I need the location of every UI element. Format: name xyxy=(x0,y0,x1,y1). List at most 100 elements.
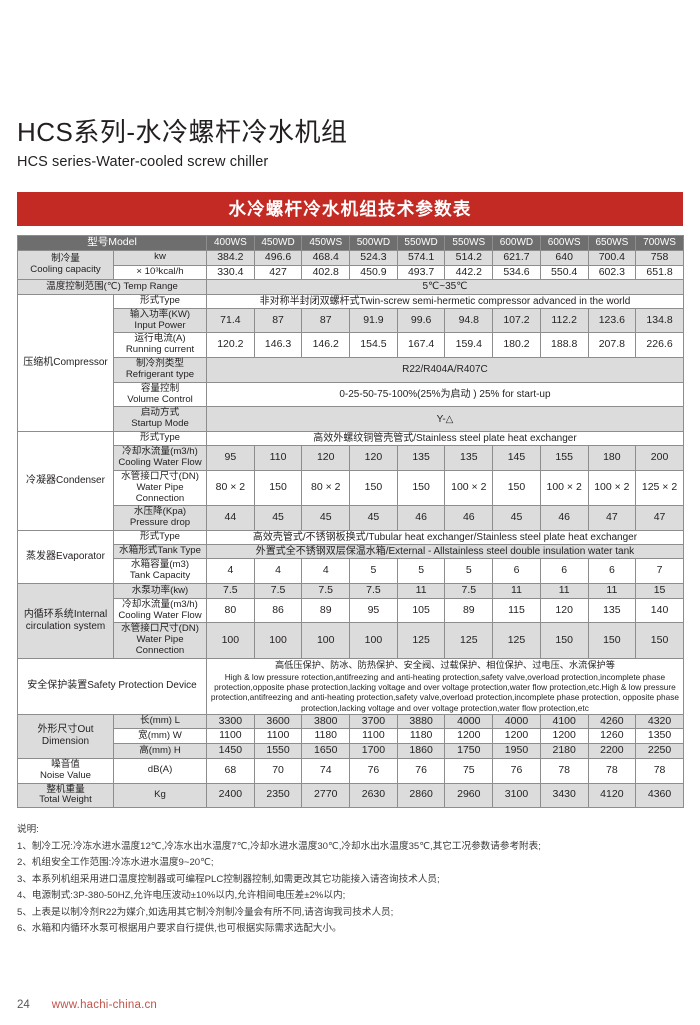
note-line: 6、水箱和内循环水泵可根据用户要求自行提供,也可根据实际需求选配大小。 xyxy=(17,923,342,935)
table-row: 冷却水流量(m3/h) Cooling Water Flow 80 86 89 95 105… xyxy=(17,597,684,624)
unit-label: kw xyxy=(112,249,208,266)
data-cell: 159.4 xyxy=(444,332,494,359)
data-cell: 100 × 2 xyxy=(587,469,637,507)
merged-value: 高效外螺纹铜管壳管式/Stainless steel plate heat ex… xyxy=(206,431,684,447)
section-label-en: Safety Protection Device xyxy=(87,680,197,692)
data-cell: 384.2 xyxy=(206,249,255,266)
specification-table-body: 型号Model 400WS 450WD 450WS 500WD 550WD 550WS 600… xyxy=(16,234,684,809)
data-cell: 6 xyxy=(587,558,637,585)
data-cell: 180 xyxy=(587,445,637,471)
data-cell: 45 xyxy=(349,505,398,532)
row-label-en: Cooling Water Flow xyxy=(118,609,202,621)
model-column-header: 550WD xyxy=(396,234,446,251)
data-cell: 107.2 xyxy=(492,307,541,334)
table-row: 容量控制 Volume Control 0-25-50-75-100%(25%为启动… xyxy=(17,381,684,408)
row-label: 冷却水流量(m3/h) Cooling Water Flow xyxy=(112,597,208,624)
row-label-zh: 水管接口尺寸(DN) xyxy=(121,470,199,482)
data-cell: 5 xyxy=(349,558,398,585)
model-column-header: 400WS xyxy=(206,234,255,251)
data-cell: 3800 xyxy=(301,713,351,730)
data-cell: 450.9 xyxy=(349,264,398,281)
data-cell: 150 xyxy=(349,469,398,507)
row-label: 水泵功率(kw) xyxy=(112,583,208,599)
data-cell: 11 xyxy=(492,583,541,599)
section-label-en: Noise Value xyxy=(39,769,92,781)
table-row: 蒸发器Evaporator 形式Type 高效壳管式/不锈钢板换式/Tubular … xyxy=(17,530,684,585)
section-label-en: Evaporator xyxy=(56,550,105,562)
data-cell: 1180 xyxy=(396,728,446,745)
row-label: 输入功率(KW) Input Power xyxy=(112,307,208,334)
merged-value: 5℃~35℃ xyxy=(206,279,684,295)
data-cell: 47 xyxy=(635,505,684,532)
row-label-zh: 运行电流(A) xyxy=(134,333,186,345)
notes-block: 说明: 1、制冷工况:冷冻水进水温度12℃,冷冻水出水温度7℃,冷却水进水温度3… xyxy=(17,822,683,938)
data-cell: 188.8 xyxy=(539,332,589,359)
data-cell: 3700 xyxy=(349,713,398,730)
row-label: 运行电流(A) Running current xyxy=(112,332,208,359)
row-label-zh: 水压降(Kpa) xyxy=(133,506,187,518)
data-cell: 120 xyxy=(349,445,398,471)
data-cell: 602.3 xyxy=(587,264,637,281)
table-header-row: 型号Model 400WS 450WD 450WS 500WD 550WD 550WS 600… xyxy=(16,234,684,251)
row-label-en: Volume Control xyxy=(127,393,193,405)
data-cell: 87 xyxy=(253,307,303,334)
data-cell: 3100 xyxy=(492,782,541,809)
data-cell: 2960 xyxy=(444,782,494,809)
section-banner-label: 水冷螺杆冷水机组技术参数表 xyxy=(228,199,472,220)
data-cell: 574.1 xyxy=(396,249,446,266)
data-cell: 2180 xyxy=(539,743,589,759)
merged-value: 0-25-50-75-100%(25%为启动 ) 25% for start-u… xyxy=(206,381,684,408)
table-row: 水压降(Kpa) Pressure drop 44 45 45 45 46 46 45 46 47 4… xyxy=(17,505,684,532)
section-label: 压缩机Compressor xyxy=(17,293,114,433)
section-label: 整机重量 Total Weight xyxy=(17,782,114,809)
section-label-en: Compressor xyxy=(53,356,108,368)
data-cell: 1260 xyxy=(587,728,637,745)
section-label-en: Out Dimension xyxy=(41,723,94,748)
website-url[interactable]: www.hachi-china.cn xyxy=(51,999,158,1011)
section-label: 内循环系统Internal circulation system xyxy=(17,583,114,659)
data-cell: 76 xyxy=(396,757,446,784)
data-cell: 4000 xyxy=(444,713,494,730)
row-label: 形式Type xyxy=(112,431,208,447)
data-cell: 76 xyxy=(349,757,398,784)
data-cell: 76 xyxy=(492,757,541,784)
data-cell: 6 xyxy=(539,558,589,585)
table-row: 高(mm) H 1450 1550 1650 1700 1860 1750 1950 2180 2… xyxy=(17,743,684,759)
section-label-en: Condenser xyxy=(56,474,105,486)
model-column-header: 600WS xyxy=(539,234,589,251)
row-label-en: Pressure drop xyxy=(129,517,191,529)
table-row: 内循环系统Internal circulation system 水泵功率(kw)… xyxy=(17,583,684,659)
data-cell: 47 xyxy=(587,505,637,532)
table-row: 外形尺寸Out Dimension 长(mm) L 3300 3600 3800 3700… xyxy=(17,713,684,759)
section-label: 外形尺寸Out Dimension xyxy=(17,713,114,759)
data-cell: 86 xyxy=(253,597,303,624)
data-cell: 150 xyxy=(253,469,303,507)
table-row: 安全保护装置Safety Protection Device 高低压保护、防冰、防… xyxy=(16,657,684,715)
model-column-header: 450WS xyxy=(301,234,351,251)
page-footer: 24 www.hachi-china.cn xyxy=(17,999,157,1011)
model-column-header: 650WS xyxy=(587,234,637,251)
data-cell: 493.7 xyxy=(396,264,446,281)
model-column-header: 450WD xyxy=(253,234,303,251)
row-label: 高(mm) H xyxy=(112,743,208,759)
data-cell: 78 xyxy=(539,757,589,784)
data-cell: 123.6 xyxy=(587,307,637,334)
section-label-zh: 整机重量 xyxy=(46,783,85,795)
data-cell: 100 × 2 xyxy=(539,469,589,507)
data-cell: 89 xyxy=(301,597,351,624)
data-cell: 330.4 xyxy=(206,264,255,281)
data-cell: 45 xyxy=(301,505,351,532)
table-row: 噪音值 Noise Value dB(A) 68 70 74 76 76 75 76 78 78 78 xyxy=(17,757,684,784)
specification-table: 型号Model 400WS 450WD 450WS 500WD 550WD 550WS 600… xyxy=(16,234,684,809)
unit-label: Kg xyxy=(112,782,208,809)
row-label-zh: 水管接口尺寸(DN) xyxy=(121,623,199,635)
data-cell: 46 xyxy=(539,505,589,532)
data-cell: 125 xyxy=(444,622,494,659)
table-row: 水管接口尺寸(DN) Water Pipe Connection 100 100 100… xyxy=(17,622,684,659)
data-cell: 150 xyxy=(635,622,684,659)
row-label-zh: 形式Type xyxy=(140,294,180,306)
data-cell: 150 xyxy=(539,622,589,659)
data-cell: 110 xyxy=(253,445,303,471)
data-cell: 402.8 xyxy=(301,264,351,281)
